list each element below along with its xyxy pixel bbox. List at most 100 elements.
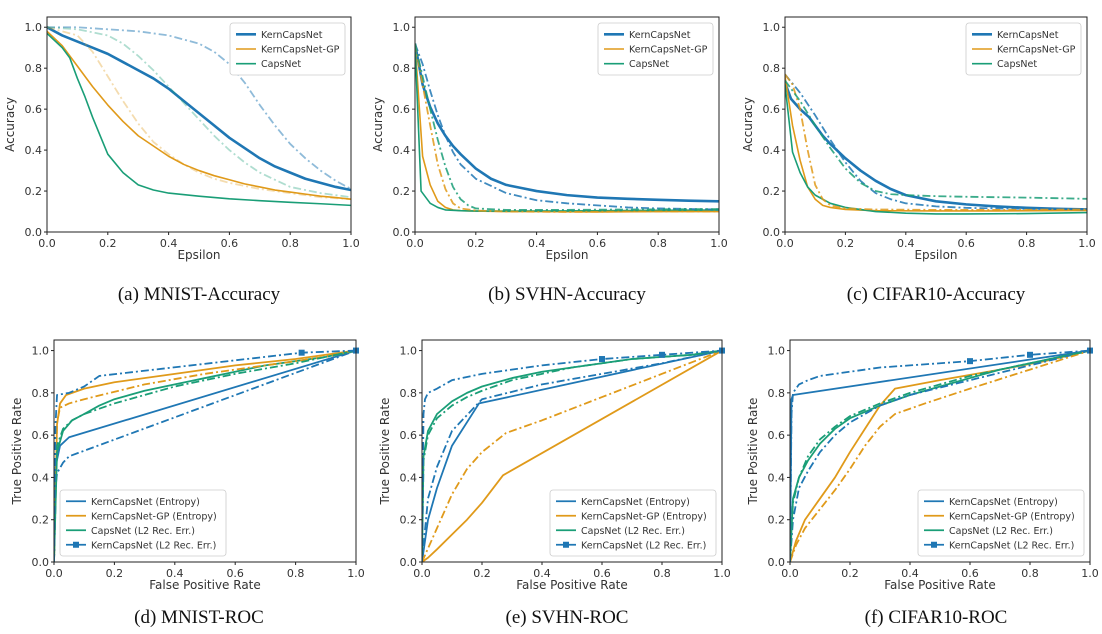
y-tick-label: 0.6 <box>763 103 781 116</box>
legend-label: KernCapsNet <box>261 30 323 41</box>
y-tick-label: 0.4 <box>763 144 781 157</box>
plot-area <box>790 349 1090 562</box>
series-line-dashdot-5-dashdot <box>47 26 351 199</box>
y-tick-label: 0.0 <box>25 226 43 239</box>
x-tick-label: 0.2 <box>99 237 117 250</box>
x-tick-label: 0.6 <box>593 567 611 580</box>
y-tick-label: 0.4 <box>32 471 50 484</box>
series-line-dashdot-5-dashdot <box>415 43 719 211</box>
x-tick-label: 0.4 <box>897 237 915 250</box>
legend-label: KernCapsNet (L2 Rec. Err.) <box>91 540 216 551</box>
legend-label: CapsNet <box>629 59 669 70</box>
y-tick-label: 0.2 <box>400 514 418 527</box>
panel-cifar10-accuracy: 0.0 0.2 0.4 0.6 0.8 1.0 0.0 0.2 0.4 0.6 0.8 1.0 Epsi… <box>741 16 1096 305</box>
x-tick-label: 0.8 <box>281 237 299 250</box>
y-tick-label: 1.0 <box>32 345 50 358</box>
series-line-dashdot-5-dashdot <box>785 79 1087 200</box>
x-tick-label: 0.0 <box>781 567 799 580</box>
x-tick-label: 0.2 <box>473 567 491 580</box>
series-line-dashdot-4-dashdot <box>54 349 356 562</box>
y-tick-label: 0.8 <box>32 387 50 400</box>
x-tick-label: 0.0 <box>413 567 431 580</box>
legend-box <box>229 22 346 76</box>
legend-label: CapsNet (L2 Rec. Err.) <box>581 526 685 537</box>
x-axis-label: False Positive Rate <box>884 578 996 592</box>
y-tick-label: 0.2 <box>768 514 786 527</box>
legend: KernCapsNet (Entropy) KernCapsNet-GP (Ent… <box>59 489 227 557</box>
legend-marker <box>931 541 937 548</box>
y-tick-label: 0.8 <box>768 387 786 400</box>
series-line-dashdot-4-dashdot <box>422 349 722 562</box>
x-tick-label: 0.4 <box>901 567 919 580</box>
y-tick-label: 1.0 <box>393 21 411 34</box>
series-line-dashdot-3-dashdot <box>54 349 356 562</box>
x-tick-label: 0.6 <box>961 567 979 580</box>
y-tick-label: 1.0 <box>768 345 786 358</box>
x-tick-label: 0.2 <box>837 237 855 250</box>
panel-caption: (e) SVHN-ROC <box>506 607 629 628</box>
x-tick-label: 0.4 <box>528 237 546 250</box>
y-tick-label: 0.4 <box>393 144 411 157</box>
series-line-kerncapsnet-l2-rec-err-dashdot <box>422 349 722 562</box>
legend-label: KernCapsNet <box>997 30 1059 41</box>
legend-label: CapsNet <box>997 59 1037 70</box>
legend-label: CapsNet <box>261 59 301 70</box>
axes-frame <box>414 16 720 233</box>
series-line-dashdot-3-dashdot <box>790 349 1090 562</box>
plot-area <box>422 349 722 562</box>
x-tick-label: 0.4 <box>166 567 184 580</box>
y-tick-label: 1.0 <box>25 21 43 34</box>
legend-label: KernCapsNet-GP (Entropy) <box>91 511 217 522</box>
legend-marker <box>73 541 79 548</box>
y-tick-label: 0.2 <box>32 514 50 527</box>
series-line-dashdot-3-dashdot <box>785 73 1087 211</box>
series-line-dashdot-3-dashdot <box>47 26 351 190</box>
series-marker <box>599 356 605 363</box>
legend-label: KernCapsNet-GP (Entropy) <box>581 511 707 522</box>
x-tick-label: 0.6 <box>589 237 607 250</box>
series-marker <box>1027 351 1033 358</box>
y-axis-label: Accuracy <box>3 97 17 152</box>
panel-caption: (b) SVHN-Accuracy <box>488 284 646 305</box>
series-line-capsnet <box>47 32 351 207</box>
panel-caption: (f) CIFAR10-ROC <box>865 607 1008 628</box>
panel-mnist-roc: 0.0 0.2 0.4 0.6 0.8 1.0 0.0 0.2 0.4 0.6 0.8 1.0 Fals… <box>10 339 365 628</box>
legend-label: CapsNet (L2 Rec. Err.) <box>91 526 195 537</box>
panel-caption: (d) MNIST-ROC <box>134 607 264 628</box>
series-marker <box>967 358 973 365</box>
x-tick-label: 0.8 <box>649 237 667 250</box>
series-line-kerncapsnet-gp <box>47 30 351 201</box>
series-line-kerncapsnet-l2-rec-err-dashdot <box>54 349 356 562</box>
x-tick-label: 0.4 <box>160 237 178 250</box>
y-tick-label: 0.6 <box>25 103 43 116</box>
plot-area <box>415 43 719 213</box>
series-line-dashdot-4-dashdot <box>415 43 719 213</box>
legend-label: KernCapsNet (L2 Rec. Err.) <box>581 540 706 551</box>
legend-box <box>549 489 717 557</box>
panel-mnist-accuracy: 0.0 0.2 0.4 0.6 0.8 1.0 0.0 0.2 0.4 0.6 0.8 1.0 Epsi… <box>3 16 360 305</box>
axes-frame <box>46 16 352 233</box>
y-tick-label: 0.6 <box>400 429 418 442</box>
y-tick-label: 0.8 <box>393 62 411 75</box>
legend-label: CapsNet (L2 Rec. Err.) <box>949 526 1053 537</box>
legend-label: KernCapsNet-GP <box>261 45 340 56</box>
legend-box <box>965 22 1082 76</box>
y-tick-label: 0.8 <box>25 62 43 75</box>
legend: KernCapsNet KernCapsNet-GP CapsNet <box>965 22 1082 76</box>
series-line-kerncapsnet-entropy <box>422 349 722 562</box>
legend-label: KernCapsNet <box>629 30 691 41</box>
y-tick-label: 0.4 <box>768 471 786 484</box>
legend: KernCapsNet KernCapsNet-GP CapsNet <box>597 22 714 76</box>
x-axis-label: Epsilon <box>914 248 957 262</box>
legend-label: KernCapsNet-GP <box>629 45 708 56</box>
y-tick-label: 0.2 <box>25 185 43 198</box>
series-line-dashdot-4-dashdot <box>785 73 1087 211</box>
legend-label: KernCapsNet (Entropy) <box>91 497 200 508</box>
y-tick-label: 0.0 <box>32 556 50 569</box>
legend-box <box>917 489 1085 557</box>
y-axis-label: Accuracy <box>371 97 385 152</box>
legend-label: KernCapsNet-GP (Entropy) <box>949 511 1075 522</box>
x-tick-label: 1.0 <box>342 237 360 250</box>
series-line-capsnet <box>415 43 719 212</box>
